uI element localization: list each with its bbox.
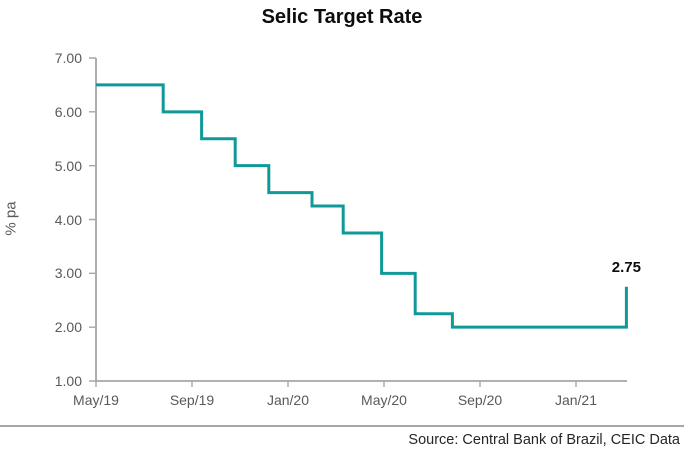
x-tick-label: Jan/20 — [266, 392, 310, 408]
source-attribution: Source: Central Bank of Brazil, CEIC Dat… — [408, 432, 680, 448]
x-tick-label: May/19 — [73, 392, 119, 408]
y-tick-label: 2.00 — [54, 319, 82, 336]
selic-rate-line — [96, 83, 628, 329]
last-value-data-label: 2.75 — [611, 258, 641, 276]
y-tick-label: 4.00 — [54, 211, 82, 228]
x-tick-label: Jan/21 — [554, 392, 598, 408]
axis-lines — [95, 58, 627, 382]
y-tick-label: 3.00 — [54, 265, 82, 282]
chart-title: Selic Target Rate — [261, 6, 423, 28]
footer-divider — [0, 425, 684, 427]
y-tick-label: 5.00 — [54, 157, 82, 174]
y-tick-label: 1.00 — [54, 373, 82, 389]
axis-tick-marks — [89, 57, 577, 387]
x-tick-label: May/20 — [361, 392, 407, 408]
x-tick-label: Sep/19 — [169, 392, 215, 408]
x-tick-label: Sep/20 — [457, 392, 503, 408]
y-tick-label: 7.00 — [54, 50, 82, 66]
y-tick-label: 6.00 — [54, 103, 82, 120]
